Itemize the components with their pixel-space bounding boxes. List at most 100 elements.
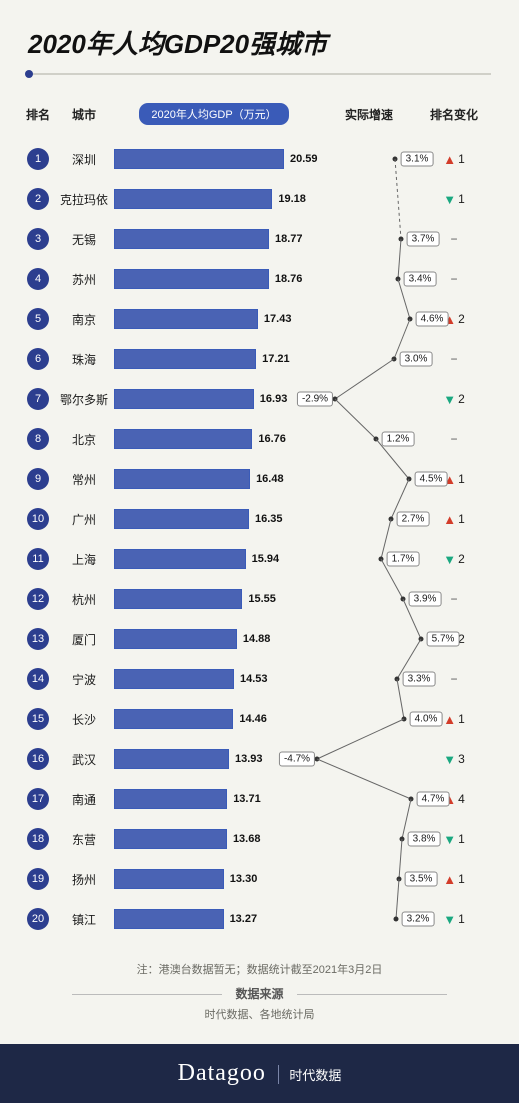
city-label: 厦门 [54,631,114,648]
table-row: 14宁波14.533.3%− [22,659,497,699]
gdp-value: 13.71 [227,789,261,809]
rank-change: − [424,352,484,366]
col-change-header: 排名变化 [424,106,484,123]
table-row: 15长沙14.464.0%▲ 1 [22,699,497,739]
growth-cell: 3.8% [314,819,424,859]
title-underline [28,73,491,75]
city-label: 上海 [54,551,114,568]
growth-value: 4.6% [416,312,449,327]
bar-header-pill: 2020年人均GDP（万元） [139,103,288,125]
gdp-bar: 15.94 [114,549,314,569]
growth-value: 3.1% [401,152,434,167]
col-bar-header: 2020年人均GDP（万元） [114,103,314,125]
footer-brand: Datagoo [178,1060,266,1086]
rank-badge: 11 [27,548,49,570]
gdp-bar: 13.27 [114,909,314,929]
growth-value: 3.4% [404,272,437,287]
gdp-bar: 16.93 [114,389,314,409]
city-label: 北京 [54,431,114,448]
rank-change: ▼ 1 [424,192,484,207]
table-row: 2克拉玛依19.18▼ 1 [22,179,497,219]
city-label: 克拉玛依 [54,191,114,208]
col-growth-header: 实际增速 [314,106,424,123]
growth-value: 3.7% [407,232,440,247]
table-header: 排名 城市 2020年人均GDP（万元） 实际增速 排名变化 [22,103,497,125]
growth-line [314,619,424,659]
rank-badge: 13 [27,628,49,650]
source-title-line: 数据来源 [0,985,519,1006]
table-row: 1深圳20.593.1%▲ 1 [22,139,497,179]
gdp-bar: 14.46 [114,709,314,729]
no-change-icon: − [450,272,457,286]
arrow-up-icon: ▲ [443,152,456,167]
table-row: 3无锡18.773.7%− [22,219,497,259]
table-row: 4苏州18.763.4%− [22,259,497,299]
growth-value: 1.2% [382,432,415,447]
change-value: 1 [458,152,465,166]
gdp-value: 14.46 [233,709,267,729]
growth-line [314,699,424,739]
gdp-bar: 14.53 [114,669,314,689]
growth-cell [314,179,424,219]
change-value: 2 [458,312,465,326]
col-city-header: 城市 [54,106,114,123]
change-value: 4 [458,792,465,806]
growth-cell: 3.1% [314,139,424,179]
table-row: 7鄂尔多斯16.93-2.9%▼ 2 [22,379,497,419]
header: 2020年人均GDP20强城市 [0,0,519,85]
gdp-value: 15.55 [242,589,276,609]
rank-change: ▼ 2 [424,392,484,407]
growth-value: 3.2% [402,912,435,927]
growth-cell: 4.0% [314,699,424,739]
growth-value: -4.7% [279,752,315,767]
table-row: 10广州16.352.7%▲ 1 [22,499,497,539]
city-label: 常州 [54,471,114,488]
table-row: 6珠海17.213.0%− [22,339,497,379]
page-title: 2020年人均GDP20强城市 [28,24,491,61]
rank-badge: 18 [27,828,49,850]
city-label: 苏州 [54,271,114,288]
growth-cell: -2.9% [314,379,424,419]
gdp-value: 13.27 [224,909,258,929]
growth-cell: 1.2% [314,419,424,459]
gdp-bar: 16.35 [114,509,314,529]
city-label: 扬州 [54,871,114,888]
growth-cell: -4.7% [314,739,424,779]
gdp-value: 18.77 [269,229,303,249]
source-body: 时代数据、各地统计局 [0,1006,519,1044]
growth-value: 3.3% [403,672,436,687]
gdp-bar: 19.18 [114,189,314,209]
growth-cell: 3.2% [314,899,424,939]
city-label: 长沙 [54,711,114,728]
footnote: 注：港澳台数据暂无；数据统计截至2021年3月2日 [0,939,519,985]
change-value: 1 [458,872,465,886]
city-label: 南京 [54,311,114,328]
arrow-up-icon: ▲ [443,512,456,527]
table-row: 11上海15.941.7%▼ 2 [22,539,497,579]
rank-badge: 8 [27,428,49,450]
footer: Datagoo 时代数据 [0,1044,519,1103]
growth-cell: 3.7% [314,219,424,259]
growth-cell: 2.7% [314,499,424,539]
rank-badge: 6 [27,348,49,370]
table-row: 19扬州13.303.5%▲ 1 [22,859,497,899]
city-label: 鄂尔多斯 [54,391,114,408]
city-label: 深圳 [54,151,114,168]
gdp-bar: 17.21 [114,349,314,369]
col-rank-header: 排名 [22,106,54,123]
table-row: 5南京17.434.6%▲ 2 [22,299,497,339]
growth-cell: 3.4% [314,259,424,299]
rank-badge: 1 [27,148,49,170]
growth-line [314,739,424,779]
rank-badge: 20 [27,908,49,930]
city-label: 无锡 [54,231,114,248]
gdp-value: 16.48 [250,469,284,489]
no-change-icon: − [450,352,457,366]
arrow-down-icon: ▼ [443,912,456,927]
arrow-down-icon: ▼ [443,192,456,207]
growth-cell: 4.5% [314,459,424,499]
growth-value: 3.0% [400,352,433,367]
rank-badge: 15 [27,708,49,730]
change-value: 2 [458,552,465,566]
rank-badge: 5 [27,308,49,330]
